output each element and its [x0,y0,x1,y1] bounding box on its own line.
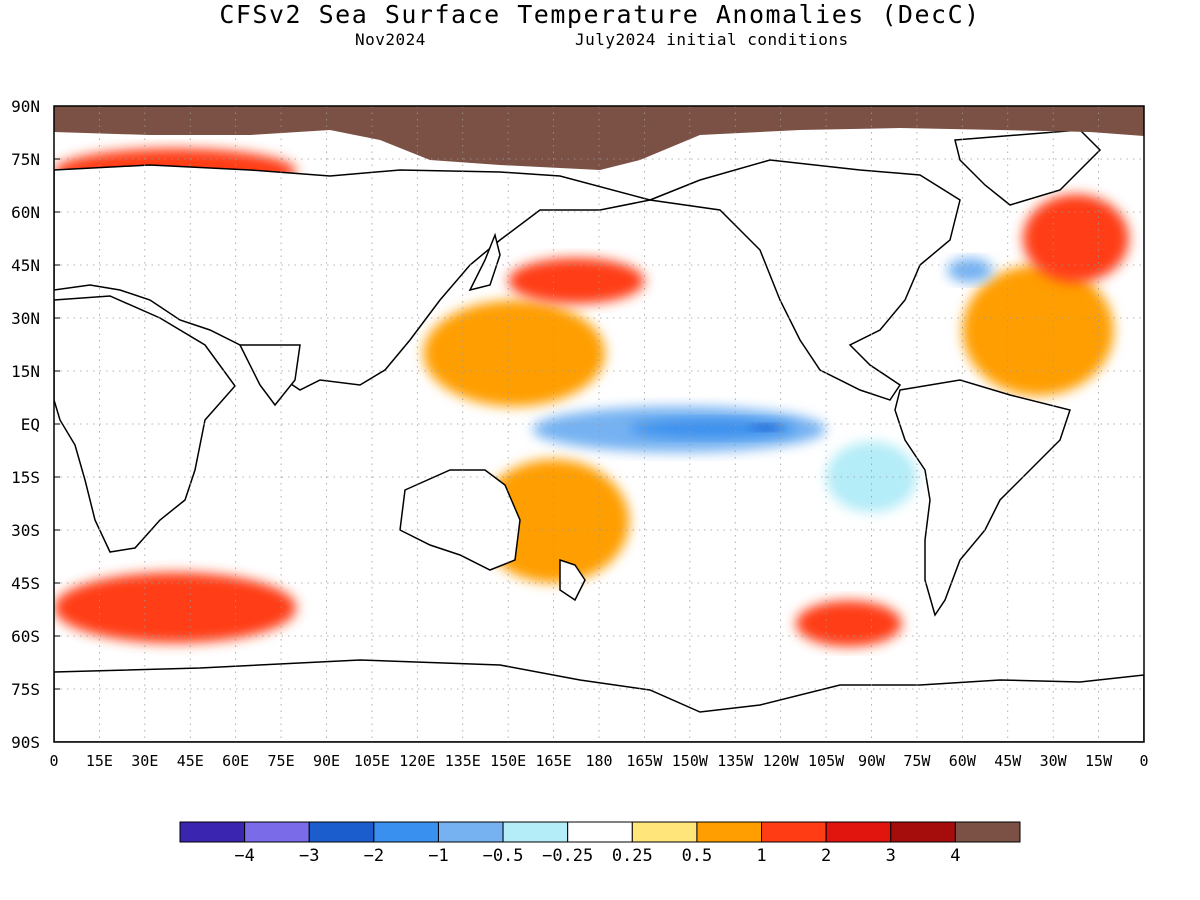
colorbar-tick-label: −4 [234,846,255,866]
anomaly-north-pacific-warm [508,257,645,304]
india-landmass [238,344,301,407]
lat-tick-label: 60S [11,627,40,646]
lat-tick-label: 90S [11,733,40,752]
colorbar-tick-label: −0.25 [542,846,594,866]
colorbar-swatch [373,821,439,843]
lon-tick-label: 150W [672,752,709,770]
colorbar-swatch [437,821,504,843]
anomaly-nw-pacific-warm [423,300,606,407]
lat-tick-label: 60N [11,203,40,222]
colorbar-tick-label: 2 [821,846,832,866]
lon-tick-label: 180 [585,752,612,770]
lat-tick-label: 15N [11,362,40,381]
lon-tick-label: 45E [177,752,204,770]
colorbar-tick-label: −1 [428,846,449,866]
colorbar-swatch [502,821,569,843]
colorbar-swatch [244,821,310,843]
lat-tick-label: 90N [11,97,40,116]
lat-tick-label: 45N [11,256,40,275]
chart-title: CFSv2 Sea Surface Temperature Anomalies … [219,0,981,29]
new-zealand-landmass [559,558,586,602]
colorbar-tick-label: 0.5 [681,846,713,866]
colorbar-swatch [308,821,375,843]
lat-tick-label: 75N [11,150,40,169]
lon-tick-label: 165E [536,752,572,770]
lon-tick-label: 105W [808,752,845,770]
lon-tick-label: 45W [994,752,1022,770]
colorbar-tick-label: 4 [950,846,961,866]
lat-tick-label: 30N [11,309,40,328]
colorbar-swatch [954,821,1021,843]
lon-tick-label: 165W [626,752,663,770]
arctic-ice [54,106,1144,170]
map-plot-area [54,106,1144,742]
lon-tick-label: 0 [49,752,58,770]
lon-tick-label: 75E [268,752,295,770]
colorbar-tick-label: 1 [756,846,767,866]
colorbar-tick-label: 0.25 [611,846,653,866]
lat-tick-label: 45S [11,574,40,593]
lon-tick-label: 15E [86,752,113,770]
antarctica-landmass [54,659,1144,742]
lon-tick-label: 120W [763,752,800,770]
lon-tick-label: 135W [717,752,754,770]
colorbar-tick-label: 3 [885,846,896,866]
colorbar-tick-label: −3 [298,846,320,866]
lat-tick-label: 30S [11,521,40,540]
anomaly-subpolar-atlantic-warm [1022,194,1129,283]
colorbar [179,821,1021,843]
japan-landmass [468,232,501,292]
colorbar-swatch [179,821,246,843]
longitude-axis: 0 15E 30E 45E 60E 75E 90E 105E 120E 135E 150E 165E 1… [49,752,1148,770]
lat-tick-label: EQ [21,415,40,434]
anomaly-southeast-pacific-warm [795,600,902,647]
lon-tick-label: 90E [313,752,340,770]
anomaly-southern-ocean-warm [54,572,297,644]
colorbar-swatch [631,821,698,843]
lon-tick-label: 90W [858,752,886,770]
land-layer [54,129,1144,742]
colorbar-swatch [696,821,763,843]
colorbar-swatch [761,821,827,843]
greenland-landmass [954,129,1102,206]
eurasia-landmass [54,164,651,391]
anomaly-enso-core [629,418,796,439]
anomaly-enso-peak [750,424,781,432]
latitude-axis: 90N 75N 60N 45N 30N 15N EQ 15S 30S 45S 60S 75S 90S [11,97,60,752]
lon-tick-label: 60W [949,752,977,770]
lon-tick-label: 75W [903,752,931,770]
lon-tick-label: 60E [222,752,249,770]
lon-tick-label: 0 [1139,752,1148,770]
colorbar-tick-label: −0.5 [482,846,524,866]
colorbar-swatch [890,821,956,843]
lat-tick-label: 75S [11,680,40,699]
lon-tick-label: 30W [1040,752,1068,770]
lon-tick-label: 135E [445,752,481,770]
lon-tick-label: 15W [1085,752,1113,770]
lon-tick-label: 105E [354,752,390,770]
subtitle-forecast-month: Nov2024 [355,30,426,49]
anomaly-north-atlantic-warm [962,265,1114,396]
colorbar-swatch [567,821,633,843]
lat-tick-label: 15S [11,468,40,487]
south-america-landmass [894,379,1071,617]
lon-tick-label: 120E [399,752,435,770]
north-america-landmass [647,159,961,401]
subtitle-initial-conditions: July2024 initial conditions [575,30,849,49]
australia-landmass [399,469,521,571]
colorbar-tick-label: −2 [363,846,385,866]
colorbar-swatch [825,821,892,843]
anomaly-gulf-stream-cold [947,257,993,283]
ice-layer [54,106,1144,170]
lon-tick-label: 150E [490,752,526,770]
lon-tick-label: 30E [131,752,158,770]
